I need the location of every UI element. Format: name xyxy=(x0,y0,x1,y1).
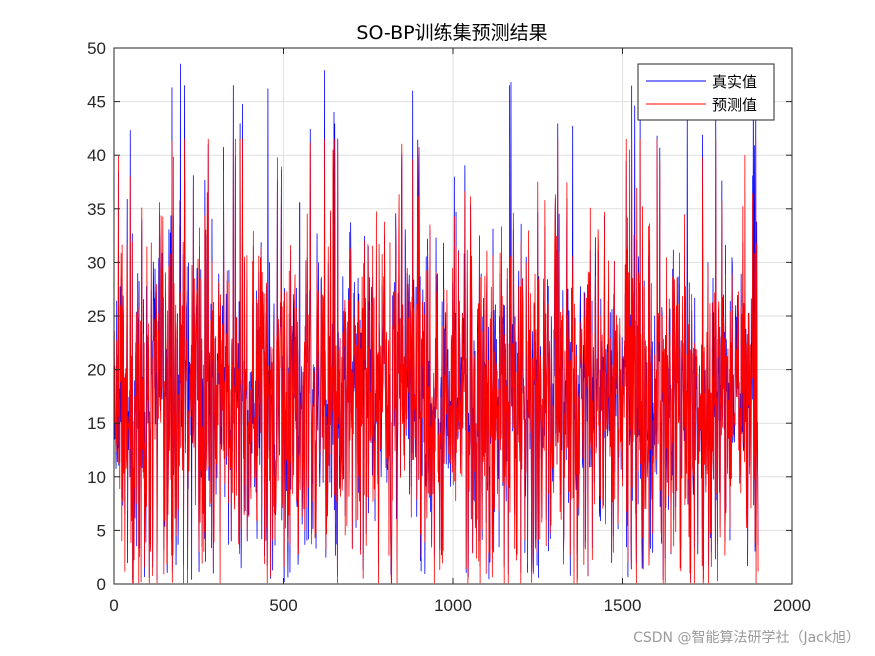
axes: 0 500 1000 1500 2000 0 5 10 15 20 25 30 35 40 45 50 xyxy=(87,39,811,615)
x-tick-label: 1000 xyxy=(434,596,472,615)
y-tick-label: 40 xyxy=(87,146,106,165)
y-tick-label: 50 xyxy=(87,39,106,58)
legend-box xyxy=(637,63,775,121)
legend-label: 预测值 xyxy=(712,96,757,114)
y-tick-label: 45 xyxy=(87,93,106,112)
x-tick-label: 2000 xyxy=(773,596,811,615)
legend-label: 真实值 xyxy=(712,73,757,91)
x-tick-label: 1500 xyxy=(604,596,642,615)
y-tick-label: 25 xyxy=(87,307,106,326)
y-tick-label: 15 xyxy=(87,414,106,433)
y-tick-label: 30 xyxy=(87,253,106,272)
y-tick-label: 0 xyxy=(97,575,106,594)
chart-title: SO-BP训练集预测结果 xyxy=(356,22,547,44)
x-tick-label: 0 xyxy=(109,596,118,615)
y-tick-label: 20 xyxy=(87,361,106,380)
y-tick-label: 35 xyxy=(87,200,106,219)
series-line-predicted xyxy=(113,138,759,584)
watermark-text: CSDN @智能算法研学社（Jack旭） xyxy=(633,630,860,646)
y-tick-label: 10 xyxy=(87,468,106,487)
series-layer xyxy=(113,63,759,584)
y-tick-label: 5 xyxy=(97,521,106,540)
x-tick-label: 500 xyxy=(269,596,297,615)
